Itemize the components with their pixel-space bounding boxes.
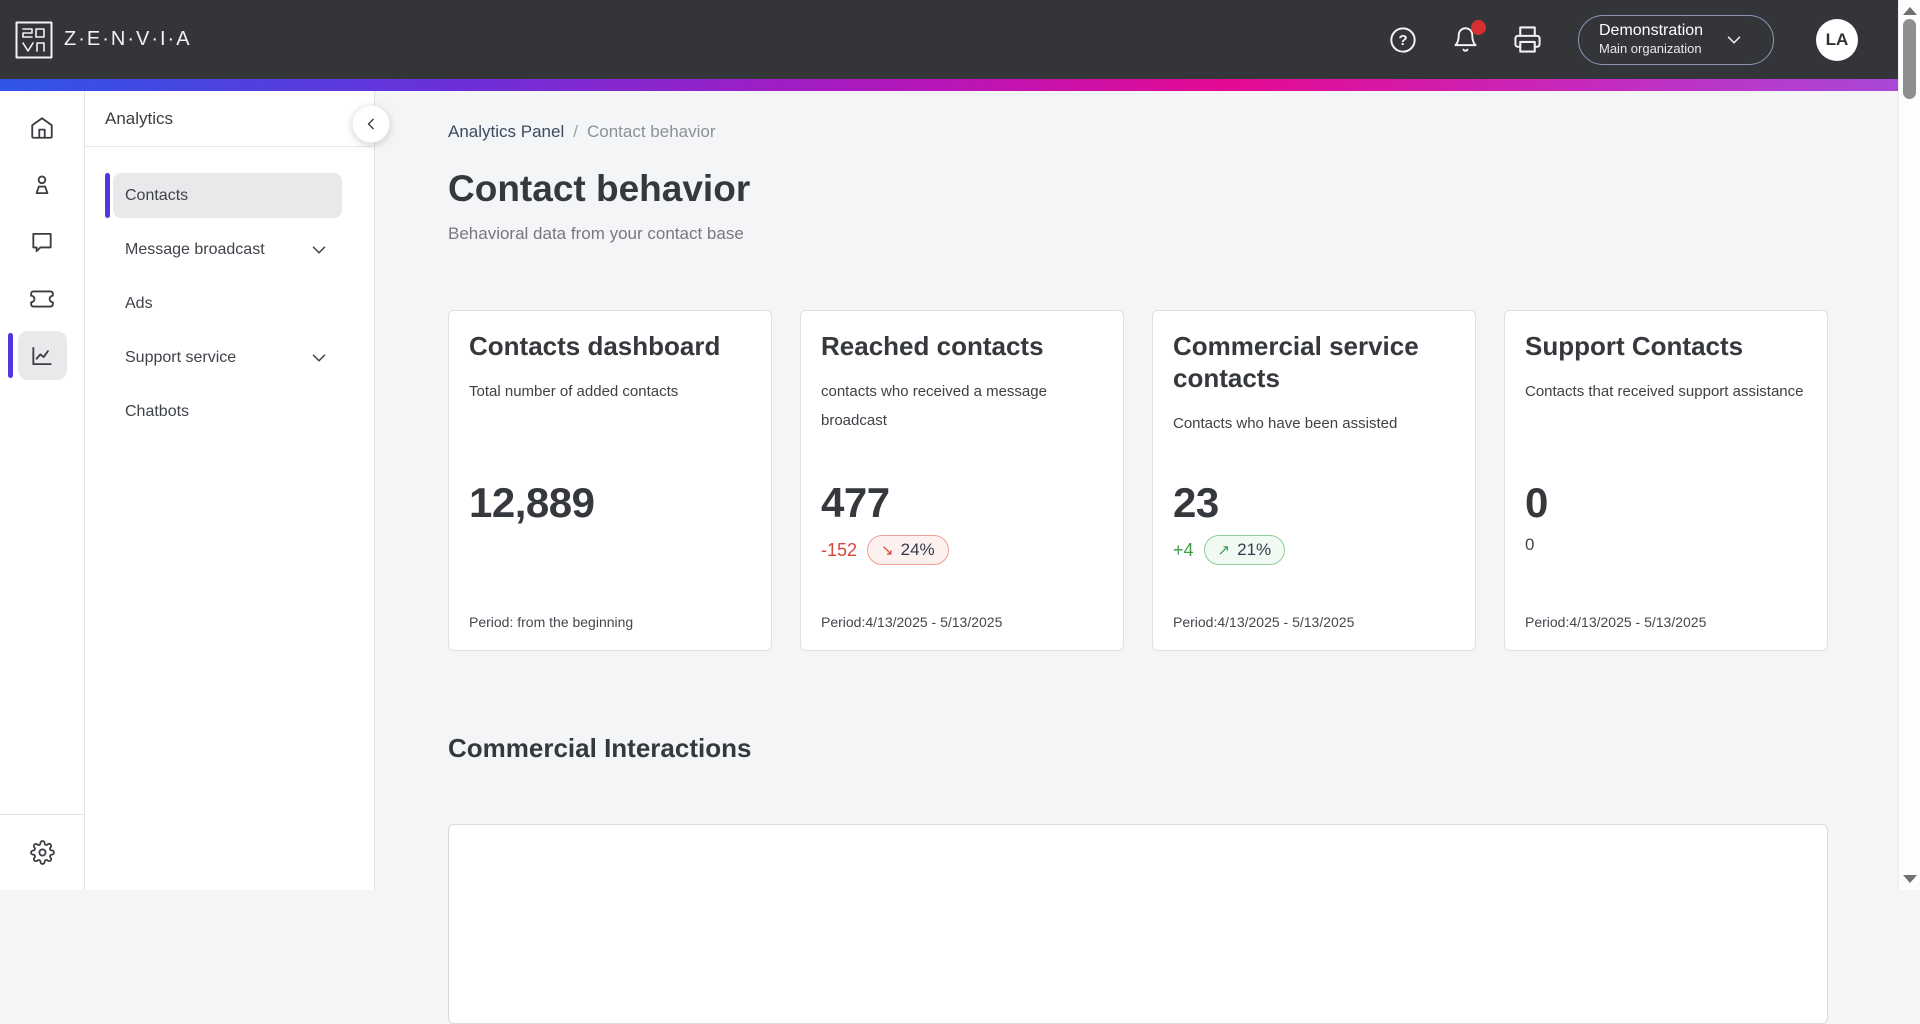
sidebar-item-support-service[interactable]: Support service (85, 335, 374, 380)
organization-name: Demonstration (1599, 22, 1704, 40)
brand: Z·E·N·V·I·A (14, 20, 192, 60)
rail-item-tickets[interactable] (0, 270, 84, 327)
icon-rail (0, 91, 85, 890)
chat-bubble-icon (32, 232, 52, 252)
commercial-interactions-card (448, 824, 1828, 1024)
card-support-contacts: Support Contacts Contacts that received … (1504, 310, 1828, 651)
card-value: 477 (821, 479, 890, 526)
card-value: 0 (1525, 479, 1548, 526)
card-description: Contacts that received support assistanc… (1525, 382, 1804, 400)
vertical-scrollbar[interactable] (1898, 0, 1920, 890)
svg-text:?: ? (1398, 32, 1407, 49)
rail-item-settings[interactable] (0, 814, 84, 890)
trend-badge-up: ↗ 21% (1203, 535, 1286, 565)
notification-dot (1471, 19, 1486, 35)
organization-subtitle: Main organization (1599, 41, 1702, 57)
active-indicator-bar (105, 173, 110, 218)
notifications-bell-icon[interactable] (1450, 19, 1486, 55)
line-chart-icon (32, 346, 52, 365)
person-icon (35, 175, 49, 194)
card-contacts-dashboard: Contacts dashboard Total number of added… (448, 310, 772, 651)
delta-percent: 24% (900, 540, 935, 559)
sidebar-menu: Contacts Message broadcast Ads Support s… (85, 173, 374, 434)
breadcrumb-separator: / (573, 122, 578, 141)
card-value: 12,889 (469, 479, 595, 526)
trend-down-icon: ↘ (881, 541, 894, 559)
chevron-down-icon (312, 245, 326, 254)
sidebar-collapse-button[interactable] (352, 105, 390, 143)
card-title: Commercial service contacts (1173, 331, 1419, 393)
scrollbar-down-arrow[interactable] (1903, 875, 1917, 883)
sidebar-header: Analytics (85, 91, 374, 147)
printer-icon[interactable] (1512, 25, 1542, 55)
scrollbar-up-arrow[interactable] (1903, 7, 1917, 15)
card-description: Total number of added contacts (469, 382, 679, 400)
rail-item-home[interactable] (0, 99, 84, 156)
delta-value: +4 (1173, 539, 1194, 560)
delta-percent: 21% (1237, 540, 1272, 559)
topbar: Z·E·N·V·I·A ? Demonstration (0, 0, 1920, 79)
card-description: Contacts who have been assisted (1173, 414, 1398, 432)
analytics-sidebar: Analytics Contacts Message broadcast Ads (85, 91, 390, 890)
help-icon[interactable]: ? (1388, 25, 1418, 55)
delta-value: -152 (821, 539, 858, 560)
brand-gradient-bar (0, 79, 1920, 91)
delta-value: 0 (1525, 535, 1535, 554)
card-title: Contacts dashboard (469, 331, 721, 361)
kpi-cards-row: Contacts dashboard Total number of added… (448, 310, 1828, 651)
rail-item-analytics[interactable] (0, 327, 84, 384)
card-commercial-service-contacts: Commercial service contacts Contacts who… (1152, 310, 1476, 651)
chevron-left-icon (367, 118, 374, 130)
page-subtitle: Behavioral data from your contact base (448, 224, 744, 243)
sidebar-item-contacts[interactable]: Contacts (85, 173, 374, 218)
page-title: Contact behavior (448, 168, 751, 209)
rail-item-conversations[interactable] (0, 213, 84, 270)
card-value: 23 (1173, 479, 1219, 526)
card-description: contacts who received a message broadcas… (821, 382, 1047, 430)
rail-item-contacts[interactable] (0, 156, 84, 213)
card-period: Period:4/13/2025 - 5/13/2025 (821, 614, 1003, 630)
card-period: Period:4/13/2025 - 5/13/2025 (1525, 614, 1707, 630)
breadcrumb-current: Contact behavior (586, 122, 716, 141)
sidebar-item-message-broadcast[interactable]: Message broadcast (85, 227, 374, 272)
scrollbar-thumb[interactable] (1903, 19, 1916, 99)
breadcrumb: Analytics Panel / Contact behavior (448, 122, 1828, 142)
chevron-down-icon (1727, 35, 1741, 44)
trend-up-icon: ↗ (1217, 541, 1231, 559)
chevron-down-icon (312, 353, 326, 362)
organization-switcher[interactable]: Demonstration Main organization (1578, 14, 1774, 65)
topbar-actions: ? Demonstration Main organization (1388, 14, 1858, 65)
card-delta-row: 0 (1525, 535, 1534, 555)
gear-icon (29, 840, 55, 865)
card-reached-contacts: Reached contacts contacts who received a… (800, 310, 1124, 651)
card-delta-row: +4 ↗ 21% (1173, 535, 1286, 565)
card-period: Period:4/13/2025 - 5/13/2025 (1173, 614, 1355, 630)
card-title: Support Contacts (1525, 331, 1744, 361)
zenvia-logo-icon (15, 21, 53, 58)
brand-text: Z·E·N·V·I·A (64, 28, 192, 50)
home-icon (31, 116, 53, 139)
main-content: Analytics Panel / Contact behavior Conta… (376, 91, 1898, 1024)
section-heading-commercial-interactions: Commercial Interactions (448, 733, 752, 763)
card-delta-row: -152 ↘ 24% (821, 535, 949, 565)
card-title: Reached contacts (821, 331, 1044, 361)
sidebar-title: Analytics (105, 108, 174, 128)
sidebar-item-ads[interactable]: Ads (125, 294, 153, 312)
card-period: Period: from the beginning (469, 614, 634, 630)
trend-badge-down: ↘ 24% (867, 535, 949, 565)
breadcrumb-parent-link[interactable]: Analytics Panel (448, 122, 565, 141)
active-indicator-bar (8, 333, 13, 378)
avatar[interactable]: LA (1816, 18, 1858, 61)
sidebar-item-chatbots[interactable]: Chatbots (125, 402, 190, 420)
ticket-icon (30, 289, 54, 308)
